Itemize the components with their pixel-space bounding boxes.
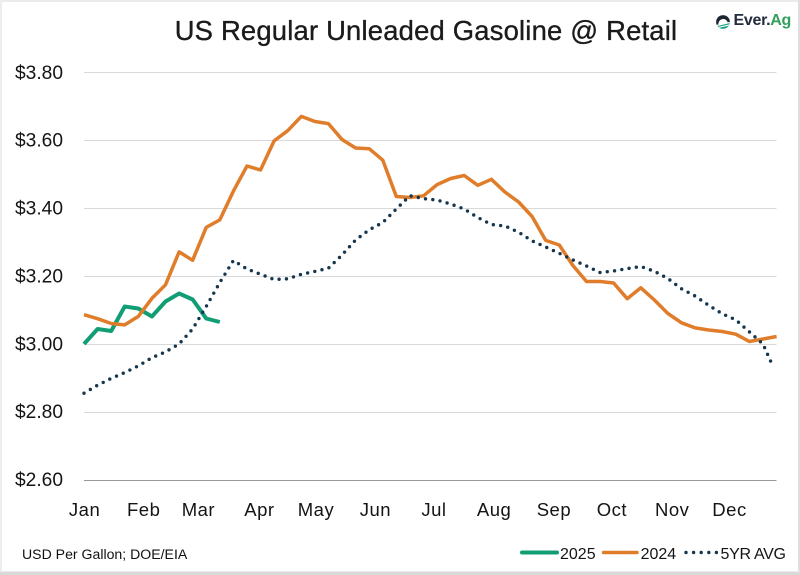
svg-text:$3.80: $3.80	[15, 63, 63, 84]
svg-text:Jul: Jul	[421, 499, 446, 520]
svg-text:Aug: Aug	[477, 499, 511, 520]
svg-text:$2.60: $2.60	[15, 470, 63, 491]
svg-text:Jun: Jun	[360, 499, 391, 520]
svg-text:2024: 2024	[641, 546, 677, 563]
svg-text:Mar: Mar	[182, 499, 215, 520]
svg-text:Sep: Sep	[537, 499, 571, 520]
svg-text:$3.20: $3.20	[15, 267, 63, 288]
svg-text:$3.40: $3.40	[15, 199, 63, 220]
svg-text:5YR AVG: 5YR AVG	[721, 546, 786, 563]
svg-text:Jan: Jan	[69, 499, 100, 520]
svg-text:$3.00: $3.00	[15, 334, 63, 355]
svg-text:2025: 2025	[560, 546, 596, 563]
svg-text:May: May	[298, 499, 335, 520]
svg-text:Dec: Dec	[712, 499, 746, 520]
svg-text:Oct: Oct	[597, 499, 627, 520]
svg-text:$3.60: $3.60	[15, 131, 63, 152]
svg-text:Apr: Apr	[244, 499, 274, 520]
svg-text:Nov: Nov	[655, 499, 690, 520]
svg-text:Feb: Feb	[127, 499, 160, 520]
svg-text:$2.80: $2.80	[15, 402, 63, 423]
